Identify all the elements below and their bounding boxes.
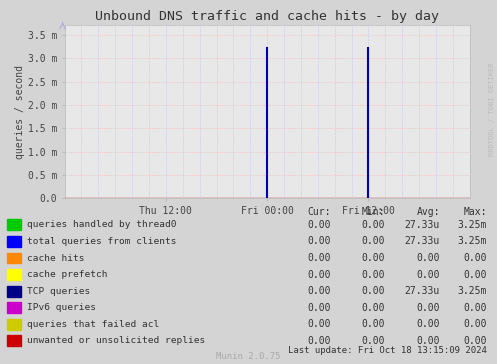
Text: unwanted or unsolicited replies: unwanted or unsolicited replies <box>27 336 206 345</box>
Text: Cur:: Cur: <box>307 207 331 217</box>
Text: 0.00: 0.00 <box>464 303 487 313</box>
Text: Avg:: Avg: <box>416 207 440 217</box>
Text: cache prefetch: cache prefetch <box>27 270 108 279</box>
Text: 3.25m: 3.25m <box>458 237 487 246</box>
Text: 27.33u: 27.33u <box>405 220 440 230</box>
Text: 3.25m: 3.25m <box>458 220 487 230</box>
Text: TCP queries: TCP queries <box>27 286 90 296</box>
Text: 0.00: 0.00 <box>362 270 385 280</box>
Text: queries that failed acl: queries that failed acl <box>27 320 160 329</box>
Text: RRDTOOL / TOBI OETIKER: RRDTOOL / TOBI OETIKER <box>489 63 495 156</box>
Text: Munin 2.0.75: Munin 2.0.75 <box>216 352 281 361</box>
Text: 0.00: 0.00 <box>416 303 440 313</box>
Text: 0.00: 0.00 <box>362 303 385 313</box>
Text: Min:: Min: <box>362 207 385 217</box>
Text: cache hits: cache hits <box>27 253 85 262</box>
Text: 0.00: 0.00 <box>307 270 331 280</box>
Text: Last update: Fri Oct 18 13:15:09 2024: Last update: Fri Oct 18 13:15:09 2024 <box>288 346 487 355</box>
Text: 0.00: 0.00 <box>307 286 331 296</box>
Text: 0.00: 0.00 <box>464 336 487 346</box>
Text: 0.00: 0.00 <box>362 319 385 329</box>
Text: 0.00: 0.00 <box>362 286 385 296</box>
Text: 0.00: 0.00 <box>307 237 331 246</box>
Text: queries handled by thread0: queries handled by thread0 <box>27 220 177 229</box>
FancyBboxPatch shape <box>7 302 21 313</box>
Text: Max:: Max: <box>464 207 487 217</box>
Text: 0.00: 0.00 <box>464 253 487 263</box>
Text: 0.00: 0.00 <box>362 237 385 246</box>
Y-axis label: queries / second: queries / second <box>15 65 25 159</box>
Text: 27.33u: 27.33u <box>405 286 440 296</box>
Text: 0.00: 0.00 <box>307 253 331 263</box>
Text: 0.00: 0.00 <box>307 220 331 230</box>
Text: 0.00: 0.00 <box>362 220 385 230</box>
FancyBboxPatch shape <box>7 286 21 297</box>
Text: IPv6 queries: IPv6 queries <box>27 303 96 312</box>
Text: 0.00: 0.00 <box>464 319 487 329</box>
Text: 0.00: 0.00 <box>464 270 487 280</box>
Text: 0.00: 0.00 <box>362 253 385 263</box>
FancyBboxPatch shape <box>7 253 21 264</box>
Text: 0.00: 0.00 <box>416 253 440 263</box>
Text: 0.00: 0.00 <box>362 336 385 346</box>
FancyBboxPatch shape <box>7 236 21 247</box>
Text: 3.25m: 3.25m <box>458 286 487 296</box>
Text: 0.00: 0.00 <box>416 270 440 280</box>
FancyBboxPatch shape <box>7 219 21 230</box>
Text: 0.00: 0.00 <box>307 336 331 346</box>
Text: 27.33u: 27.33u <box>405 237 440 246</box>
Text: 0.00: 0.00 <box>307 319 331 329</box>
Title: Unbound DNS traffic and cache hits - by day: Unbound DNS traffic and cache hits - by … <box>95 10 439 23</box>
Text: total queries from clients: total queries from clients <box>27 237 177 246</box>
Text: 0.00: 0.00 <box>307 303 331 313</box>
Text: 0.00: 0.00 <box>416 319 440 329</box>
FancyBboxPatch shape <box>7 269 21 280</box>
Text: 0.00: 0.00 <box>416 336 440 346</box>
FancyBboxPatch shape <box>7 319 21 330</box>
FancyBboxPatch shape <box>7 336 21 346</box>
